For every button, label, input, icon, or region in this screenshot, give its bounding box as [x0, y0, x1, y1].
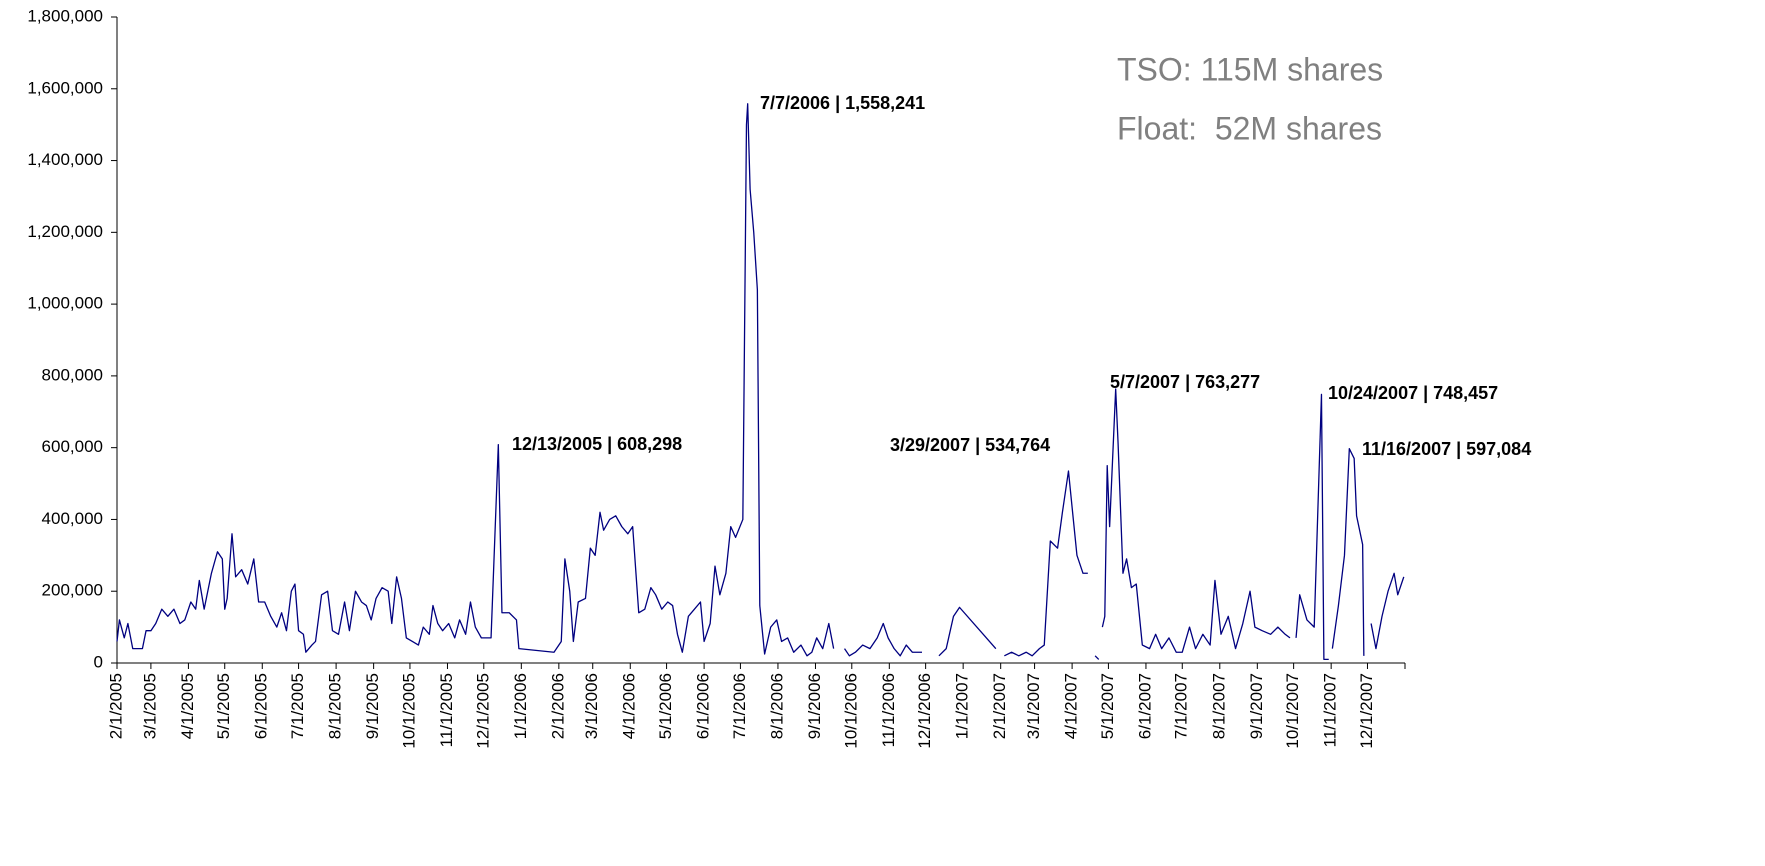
x-tick-label: 5/1/2005 — [214, 673, 233, 739]
x-tick-label: 6/1/2007 — [1135, 673, 1154, 739]
x-tick-label: 11/1/2005 — [437, 673, 456, 747]
x-tick-label: 7/1/2005 — [288, 673, 307, 739]
annotation: 7/7/2006 | 1,558,241 — [760, 93, 925, 113]
x-tick-label: 5/1/2007 — [1098, 673, 1117, 739]
x-tick-label: 9/1/2005 — [363, 673, 382, 739]
x-tick-label: 6/1/2005 — [252, 673, 271, 739]
x-tick-label: 8/1/2007 — [1209, 673, 1228, 739]
x-tick-label: 10/1/2005 — [399, 673, 418, 749]
x-tick-label: 1/1/2006 — [511, 673, 530, 739]
x-tick-label: 12/1/2006 — [915, 673, 934, 749]
x-tick-label: 8/1/2005 — [326, 673, 345, 739]
x-tick-label: 4/1/2006 — [620, 673, 639, 739]
y-tick-label: 1,200,000 — [27, 222, 103, 241]
y-tick-label: 1,800,000 — [27, 6, 103, 25]
x-tick-label: 12/1/2007 — [1357, 673, 1376, 749]
x-tick-label: 3/1/2006 — [582, 673, 601, 739]
annotation: 11/16/2007 | 597,084 — [1362, 439, 1531, 459]
x-tick-label: 9/1/2007 — [1247, 673, 1266, 739]
x-tick-label: 2/1/2005 — [106, 673, 125, 739]
x-tick-label: 5/1/2006 — [656, 673, 675, 739]
y-tick-label: 1,000,000 — [27, 294, 103, 313]
y-tick-label: 400,000 — [42, 509, 103, 528]
y-tick-label: 200,000 — [42, 581, 103, 600]
x-tick-label: 3/1/2007 — [1024, 673, 1043, 739]
x-tick-label: 7/1/2007 — [1172, 673, 1191, 739]
y-tick-label: 1,600,000 — [27, 78, 103, 97]
x-tick-label: 10/1/2006 — [841, 673, 860, 749]
x-tick-label: 12/1/2005 — [473, 673, 492, 749]
x-tick-label: 9/1/2006 — [805, 673, 824, 739]
annotation: 12/13/2005 | 608,298 — [512, 434, 682, 454]
x-tick-label: 3/1/2005 — [140, 673, 159, 739]
y-tick-label: 800,000 — [42, 365, 103, 384]
y-tick-label: 1,400,000 — [27, 150, 103, 169]
x-tick-label: 4/1/2005 — [178, 673, 197, 739]
x-tick-label: 1/1/2007 — [953, 673, 972, 739]
annotation: 10/24/2007 | 748,457 — [1328, 383, 1498, 403]
x-tick-label: 11/1/2006 — [879, 673, 898, 747]
x-tick-label: 6/1/2006 — [694, 673, 713, 739]
annotation: TSO: 115M shares — [1117, 51, 1383, 87]
volume-line — [116, 103, 1405, 661]
annotation: Float: 52M shares — [1117, 110, 1382, 146]
x-tick-label: 4/1/2007 — [1062, 673, 1081, 739]
y-tick-label: 600,000 — [42, 437, 103, 456]
x-tick-label: 8/1/2006 — [767, 673, 786, 739]
x-tick-label: 2/1/2007 — [990, 673, 1009, 739]
annotation: 3/29/2007 | 534,764 — [890, 435, 1050, 455]
x-tick-label: 11/1/2007 — [1321, 673, 1340, 747]
x-tick-label: 10/1/2007 — [1283, 673, 1302, 749]
annotation: 5/7/2007 | 763,277 — [1110, 372, 1260, 392]
x-tick-label: 7/1/2006 — [730, 673, 749, 739]
x-tick-label: 2/1/2006 — [548, 673, 567, 739]
y-tick-label: 0 — [94, 652, 103, 671]
